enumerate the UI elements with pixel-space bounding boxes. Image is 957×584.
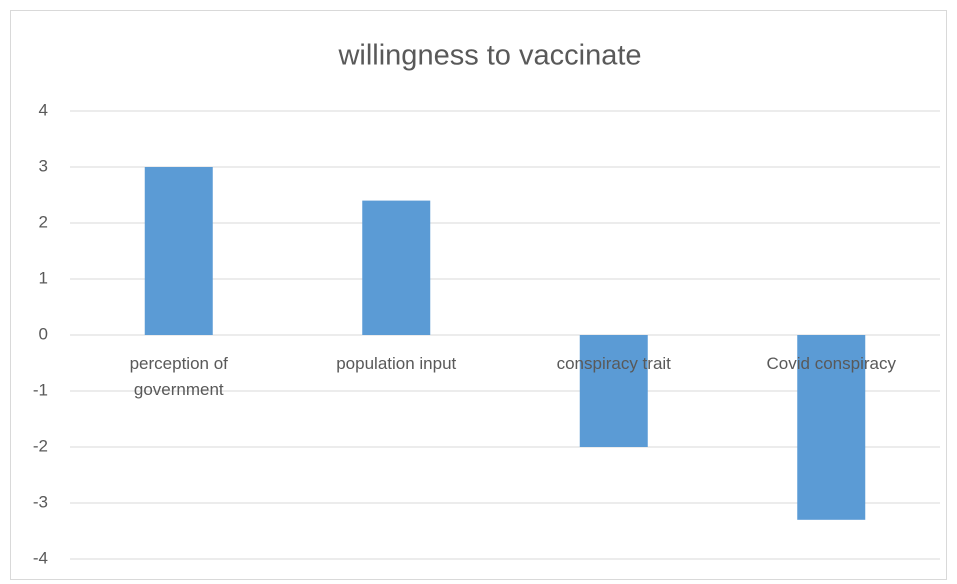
bar	[362, 200, 431, 335]
y-tick-label: -4	[33, 548, 48, 567]
x-tick-label: perception of government	[129, 354, 228, 399]
y-tick-label: 2	[39, 212, 48, 231]
x-tick-label-box: Covid conspiracy	[766, 354, 896, 373]
x-tick-label-box: conspiracy trait	[556, 354, 671, 373]
x-tick-label: conspiracy trait	[556, 354, 671, 373]
y-tick-label: -2	[33, 436, 48, 455]
y-tick-label: -3	[33, 492, 48, 511]
y-tick-label: -1	[33, 380, 48, 399]
chart-title: willingness to vaccinate	[337, 40, 641, 72]
y-tick-label: 1	[39, 268, 48, 287]
x-tick-label: population input	[336, 354, 457, 373]
bar	[579, 335, 648, 447]
x-tick-label-box: population input	[336, 354, 457, 373]
bar	[144, 167, 213, 335]
y-tick-label: 0	[39, 324, 48, 343]
x-tick-label: Covid conspiracy	[766, 354, 896, 373]
x-tick-label-box: perception of government	[129, 354, 228, 399]
bar	[797, 335, 866, 520]
y-tick-label: 4	[39, 100, 48, 119]
y-tick-label: 3	[39, 156, 48, 175]
